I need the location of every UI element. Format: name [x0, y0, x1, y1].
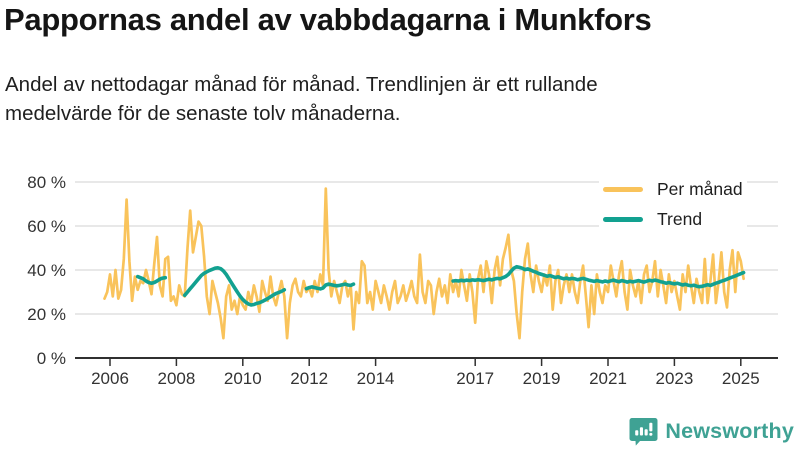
legend-label: Per månad	[657, 178, 743, 199]
x-tick-label: 2025	[722, 369, 760, 388]
line-chart: 2006 2008 2010 2012 2014 2017 2019 2021 2023 2025…	[0, 160, 800, 400]
chart-subtitle: Andel av nettodagar månad för månad. Tre…	[5, 70, 765, 129]
trend-line-segment	[304, 282, 356, 291]
x-tick-label: 2017	[456, 369, 494, 388]
brand-name: Newsworthy	[665, 419, 794, 443]
x-tick-label: 2021	[589, 369, 627, 388]
per-month-line	[103, 187, 745, 340]
x-tick-label: 2014	[357, 369, 395, 388]
y-tick-label: 60 %	[27, 217, 66, 236]
trend-line-segment	[182, 266, 287, 307]
x-tick-label: 2012	[290, 369, 328, 388]
legend-item-trend: Trend	[599, 206, 747, 232]
subtitle-line-2: medelvärde för de senaste tolv månaderna…	[5, 102, 401, 126]
bar-chart-speech-bubble-icon	[629, 418, 658, 446]
trend-line-swatch	[603, 216, 643, 222]
y-tick-label: 20 %	[27, 305, 66, 324]
per-month-line-swatch	[603, 186, 643, 192]
subtitle-line-1: Andel av nettodagar månad för månad. Tre…	[5, 73, 598, 96]
chart-canvas: 2006 2008 2010 2012 2014 2017 2019 2021 2023 2025…	[27, 173, 778, 388]
page-title: Pappornas andel av vabbdagarna i Munkfor…	[4, 2, 652, 37]
y-tick-label: 0 %	[37, 349, 66, 368]
x-tick-label: 2010	[224, 369, 262, 388]
y-tick-label: 40 %	[27, 261, 66, 280]
x-tick-label: 2023	[655, 369, 693, 388]
legend-label: Trend	[657, 208, 703, 229]
x-tick-label: 2008	[157, 369, 195, 388]
trend-line-segment	[135, 274, 168, 285]
x-tick-label: 2019	[523, 369, 561, 388]
y-tick-label: 80 %	[27, 173, 66, 192]
legend-item-per-month: Per månad	[599, 176, 747, 202]
newsworthy-branding: Newsworthy	[629, 417, 794, 446]
chart-legend: Per månad Trend	[599, 176, 747, 232]
x-tick-label: 2006	[91, 369, 129, 388]
trend-line-segment	[451, 264, 746, 289]
